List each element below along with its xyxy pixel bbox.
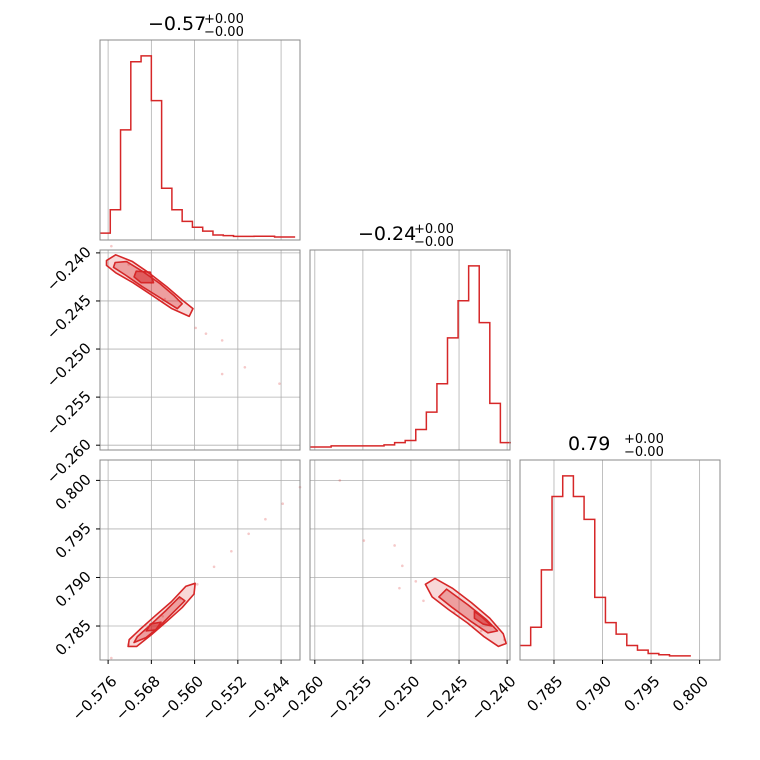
x-tick-label: 0.795	[620, 672, 663, 715]
sample-point-1	[362, 539, 366, 542]
y-tick-labels-1: −0.260−0.255−0.250−0.245−0.240	[43, 243, 95, 487]
x-tick-label: −0.576	[69, 672, 121, 724]
sample-point-7	[230, 549, 233, 553]
y-tick-label: −0.240	[43, 243, 95, 295]
contour-level-2	[145, 621, 162, 632]
x-tick-label: 0.790	[572, 672, 615, 715]
sample-point-3	[161, 615, 164, 618]
x-tick-label: −0.245	[420, 672, 472, 724]
sample-point-6	[212, 565, 216, 569]
hist-panel-2	[519, 459, 721, 661]
x-ticks-0	[107, 660, 282, 664]
title-0: −0.57+0.00−0.00	[148, 12, 244, 40]
histogram-1	[310, 265, 511, 448]
contour-level-1	[133, 596, 186, 644]
x-ticks-1	[314, 660, 508, 664]
panel-frame	[99, 459, 301, 661]
x-tick-label: −0.560	[155, 672, 207, 724]
contour-level-0	[424, 577, 507, 648]
x-tick-label: 0.800	[669, 672, 712, 715]
sample-point-9	[264, 517, 267, 521]
y-tick-label: 0.795	[52, 519, 95, 562]
sample-point-6	[479, 629, 483, 633]
sample-point-2	[393, 544, 396, 547]
sample-point-0	[110, 656, 113, 660]
sample-point-5	[204, 332, 208, 335]
x-ticks-2	[553, 660, 701, 664]
x-tick-labels-0: −0.576−0.568−0.560−0.552−0.544	[69, 672, 294, 724]
title-upper-err-2: +0.00	[624, 432, 664, 447]
title-lower-err-2: −0.00	[624, 445, 664, 460]
sample-point-8	[247, 532, 250, 536]
panel-frame	[309, 459, 511, 661]
pair-panel-1	[99, 459, 302, 661]
x-tick-label: −0.250	[371, 672, 423, 724]
title-lower-err-0: −0.00	[204, 25, 244, 40]
x-tick-label: −0.552	[198, 672, 250, 724]
contour-level-1	[112, 260, 183, 310]
panel-frame	[99, 249, 301, 451]
y-ticks-1	[96, 252, 100, 446]
sample-point-9	[414, 580, 418, 583]
contour-level-2	[133, 270, 155, 284]
pair-panel-2	[309, 459, 511, 661]
sample-point-4	[422, 599, 425, 603]
x-tick-label: −0.568	[112, 672, 164, 724]
pair-panel-0	[99, 244, 301, 451]
hist-panel-0	[99, 39, 301, 241]
hist-panel-1	[309, 249, 511, 451]
contour-level-2	[473, 610, 493, 627]
panel-frame	[519, 459, 721, 661]
sample-point-0	[338, 479, 342, 482]
y-tick-label: 0.790	[52, 568, 95, 611]
y-ticks-2	[96, 479, 100, 627]
x-tick-label: −0.240	[468, 672, 520, 724]
sample-point-7	[220, 372, 224, 376]
panel-frame	[99, 39, 301, 241]
histogram-0	[100, 55, 296, 238]
y-tick-label: −0.250	[43, 339, 95, 391]
panel-frame	[309, 249, 511, 451]
y-tick-label: 0.785	[52, 616, 95, 659]
sample-point-3	[398, 586, 401, 590]
x-tick-label: 0.785	[523, 672, 566, 715]
sample-point-0	[110, 244, 113, 248]
sample-point-6	[220, 339, 224, 342]
y-tick-label: −0.245	[43, 291, 95, 343]
x-tick-labels-2: 0.785 0.790 0.795 0.800	[523, 672, 712, 715]
sample-point-8	[243, 366, 247, 369]
sample-point-8	[401, 564, 404, 568]
x-tick-label: −0.255	[323, 672, 375, 724]
histogram-2	[520, 475, 691, 657]
title-upper-err-0: +0.00	[204, 12, 244, 27]
sample-point-4	[194, 326, 197, 330]
title-1: −0.24+0.00−0.00	[358, 222, 454, 250]
x-tick-labels-1: −0.260−0.255−0.250−0.245−0.240	[275, 672, 519, 724]
title-value-2: 0.79	[568, 433, 610, 455]
y-tick-label: −0.255	[43, 387, 95, 439]
sample-point-9	[278, 382, 281, 385]
title-value-0: −0.57	[148, 13, 206, 35]
title-upper-err-1: +0.00	[414, 222, 454, 237]
contour-level-0	[105, 254, 194, 318]
title-lower-err-1: −0.00	[414, 235, 454, 250]
sample-point-5	[196, 582, 199, 586]
sample-point-10	[281, 502, 285, 505]
title-value-1: −0.24	[358, 223, 416, 245]
title-2: 0.79 +0.00−0.00	[568, 432, 664, 460]
